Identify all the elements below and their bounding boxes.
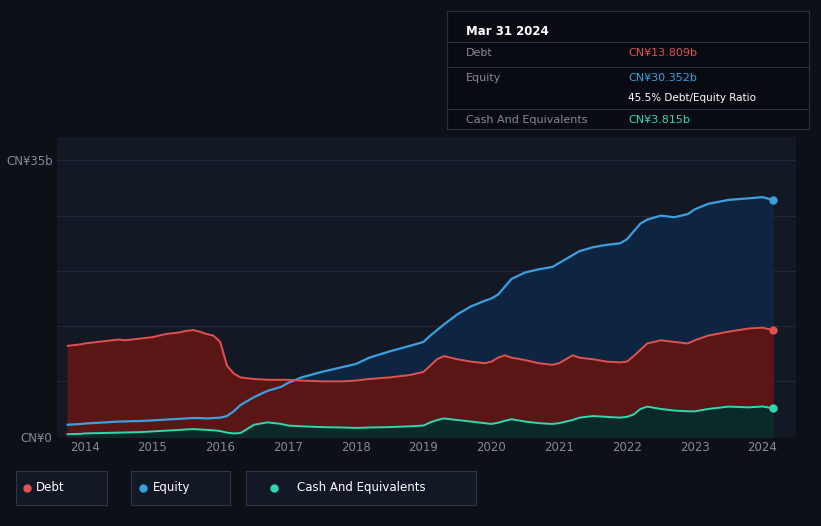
Text: Cash And Equivalents: Cash And Equivalents — [297, 481, 425, 494]
Text: CN¥30.352b: CN¥30.352b — [628, 73, 697, 83]
Text: Equity: Equity — [466, 73, 501, 83]
Text: CN¥3.815b: CN¥3.815b — [628, 115, 690, 125]
Text: CN¥13.809b: CN¥13.809b — [628, 48, 697, 58]
Text: Debt: Debt — [36, 481, 65, 494]
Text: Equity: Equity — [153, 481, 190, 494]
Text: Mar 31 2024: Mar 31 2024 — [466, 25, 548, 38]
Text: 45.5% Debt/Equity Ratio: 45.5% Debt/Equity Ratio — [628, 94, 756, 104]
Text: Cash And Equivalents: Cash And Equivalents — [466, 115, 587, 125]
Text: Debt: Debt — [466, 48, 493, 58]
